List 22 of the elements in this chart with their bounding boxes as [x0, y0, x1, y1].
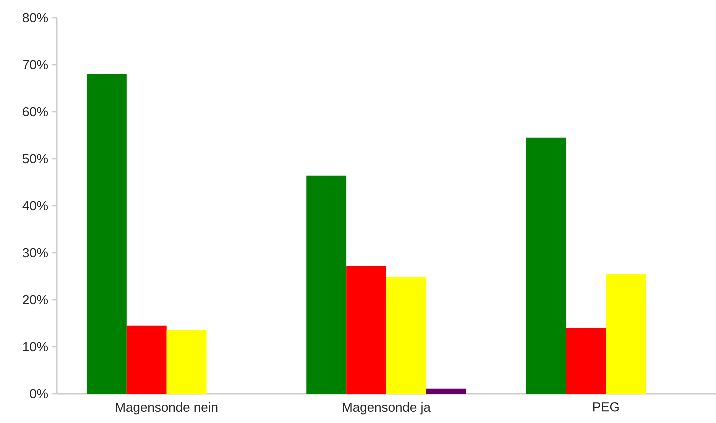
bar [426, 388, 466, 394]
y-tick-label: 70% [23, 60, 48, 70]
x-tick-label: Magensonde nein [116, 402, 218, 415]
bar [526, 138, 566, 394]
x-tick-label: Magensonde ja [343, 402, 431, 415]
bar [166, 330, 207, 394]
y-tick-label: 40% [22, 201, 48, 211]
y-tick-label: 20% [23, 295, 48, 305]
x-tick-label: PEG [594, 402, 619, 412]
bar [606, 274, 646, 394]
y-tick-label: 30% [22, 248, 48, 258]
y-tick-label: 10% [23, 342, 48, 352]
y-tick-label: 50% [22, 154, 48, 164]
bar [346, 266, 386, 394]
bar [126, 326, 167, 394]
y-tick-label: 60% [23, 107, 48, 117]
y-tick-label: 80% [23, 13, 48, 23]
bar [386, 276, 426, 394]
bar [306, 176, 347, 394]
bar [86, 74, 127, 394]
y-tick-label: 0% [30, 389, 48, 399]
bar [566, 328, 606, 394]
